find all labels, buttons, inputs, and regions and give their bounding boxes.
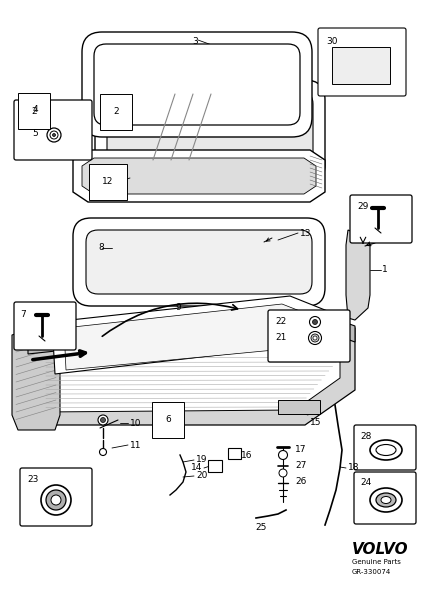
Polygon shape <box>64 304 328 370</box>
Circle shape <box>309 332 321 344</box>
Text: 23: 23 <box>27 475 38 484</box>
FancyBboxPatch shape <box>107 92 313 173</box>
FancyBboxPatch shape <box>354 472 416 524</box>
Text: 9: 9 <box>175 302 181 311</box>
FancyBboxPatch shape <box>73 218 325 306</box>
Text: GR-330074: GR-330074 <box>352 569 391 575</box>
Text: 22: 22 <box>275 317 286 326</box>
Polygon shape <box>82 158 316 194</box>
Bar <box>278 400 320 414</box>
Circle shape <box>99 448 107 456</box>
Text: 2: 2 <box>113 108 119 117</box>
Text: Genuine Parts: Genuine Parts <box>352 559 401 565</box>
Circle shape <box>278 451 287 460</box>
Circle shape <box>313 336 317 340</box>
Circle shape <box>279 469 287 477</box>
Text: 11: 11 <box>130 441 142 450</box>
FancyBboxPatch shape <box>14 302 76 350</box>
Text: 2: 2 <box>31 106 37 115</box>
Ellipse shape <box>376 493 396 507</box>
Circle shape <box>50 131 58 139</box>
Circle shape <box>312 320 317 325</box>
Text: 10: 10 <box>130 418 142 427</box>
Circle shape <box>46 490 66 510</box>
FancyBboxPatch shape <box>354 425 416 470</box>
Text: 30: 30 <box>326 37 337 46</box>
Text: 29: 29 <box>357 202 368 211</box>
Circle shape <box>51 495 61 505</box>
Text: 14: 14 <box>191 463 202 472</box>
Bar <box>208 460 222 472</box>
Text: 28: 28 <box>360 432 371 441</box>
FancyBboxPatch shape <box>14 100 92 160</box>
Text: 3: 3 <box>192 37 198 46</box>
Text: 1: 1 <box>382 266 388 275</box>
Text: 19: 19 <box>196 456 207 465</box>
Text: 26: 26 <box>295 478 306 486</box>
FancyBboxPatch shape <box>95 80 325 185</box>
FancyBboxPatch shape <box>318 28 406 96</box>
Text: 16: 16 <box>241 451 252 460</box>
Text: 7: 7 <box>20 310 26 319</box>
Polygon shape <box>28 310 355 425</box>
FancyBboxPatch shape <box>268 310 350 362</box>
FancyBboxPatch shape <box>350 195 412 243</box>
Text: 15: 15 <box>310 418 321 427</box>
Bar <box>228 448 241 459</box>
Polygon shape <box>332 47 390 84</box>
Text: 6: 6 <box>165 415 171 424</box>
Text: 25: 25 <box>255 523 266 532</box>
Text: 18: 18 <box>348 463 360 472</box>
Polygon shape <box>346 230 370 320</box>
FancyBboxPatch shape <box>86 230 312 294</box>
Polygon shape <box>42 324 340 412</box>
Text: 24: 24 <box>360 478 371 487</box>
Circle shape <box>41 485 71 515</box>
Text: 5: 5 <box>32 129 38 138</box>
Ellipse shape <box>370 440 402 460</box>
Text: 8: 8 <box>98 243 104 252</box>
Circle shape <box>98 415 108 425</box>
Circle shape <box>309 317 320 328</box>
Circle shape <box>53 133 56 136</box>
Text: VOLVO: VOLVO <box>352 542 408 557</box>
Text: 13: 13 <box>300 228 312 237</box>
Polygon shape <box>28 308 355 354</box>
Polygon shape <box>73 150 325 202</box>
Polygon shape <box>12 320 60 430</box>
Text: 17: 17 <box>295 445 306 454</box>
Circle shape <box>47 128 61 142</box>
Circle shape <box>311 334 319 342</box>
Polygon shape <box>52 296 340 374</box>
Ellipse shape <box>370 488 402 512</box>
Ellipse shape <box>381 496 391 504</box>
Text: 21: 21 <box>275 333 286 342</box>
FancyBboxPatch shape <box>82 32 312 137</box>
Text: 4: 4 <box>32 106 38 115</box>
Text: 27: 27 <box>295 462 306 471</box>
Circle shape <box>100 418 105 423</box>
Text: 12: 12 <box>102 177 113 186</box>
Text: 20: 20 <box>196 472 207 481</box>
Ellipse shape <box>376 445 396 456</box>
FancyBboxPatch shape <box>20 468 92 526</box>
FancyBboxPatch shape <box>94 44 300 125</box>
